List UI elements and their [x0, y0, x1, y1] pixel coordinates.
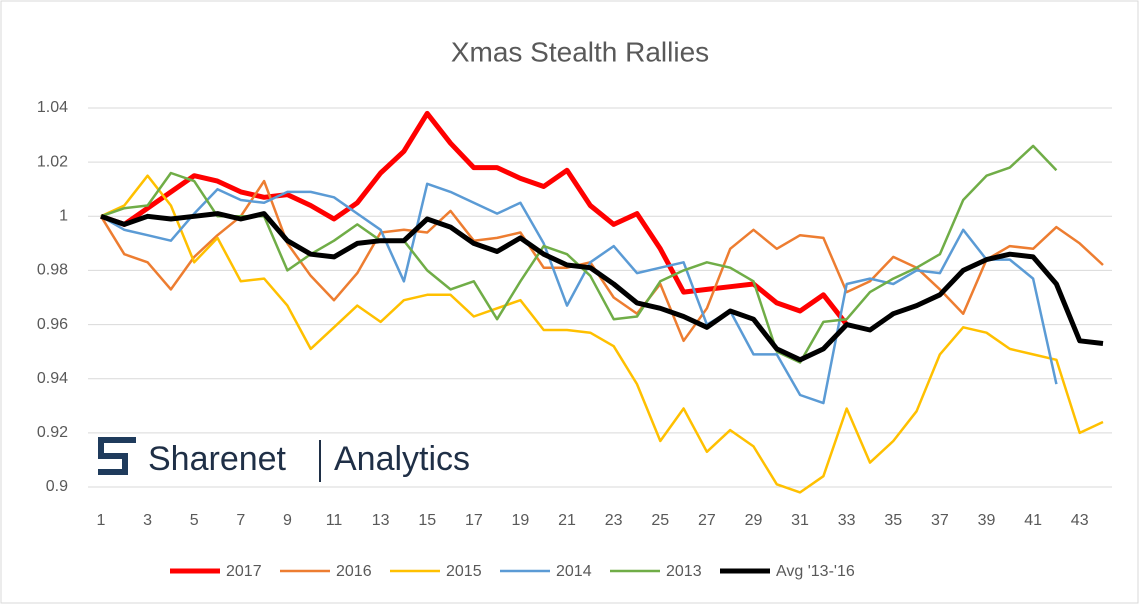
x-tick-label: 33 [838, 512, 856, 529]
x-tick-label: 15 [418, 512, 436, 529]
x-tick-label: 13 [372, 512, 390, 529]
x-tick-label: 23 [605, 512, 623, 529]
legend-label: 2013 [666, 563, 702, 580]
legend: 2017 2016 2015 2014 2013 Avg '13-'16 [170, 563, 855, 580]
x-tick-label: 7 [236, 512, 245, 529]
y-tick-label: 1.04 [37, 99, 68, 116]
series-line [99, 179, 1104, 343]
logo: Sharenet Analytics [98, 437, 470, 482]
x-tick-label: 9 [283, 512, 292, 529]
x-tick-label: 3 [143, 512, 152, 529]
x-tick-label: 35 [884, 512, 902, 529]
x-tick-label: 17 [465, 512, 483, 529]
chart-title: Xmas Stealth Rallies [451, 36, 709, 67]
x-tick-label: 11 [326, 512, 343, 529]
x-tick-label: 21 [558, 512, 576, 529]
y-tick-label: 0.9 [46, 478, 68, 495]
legend-label: 2015 [446, 563, 482, 580]
y-tick-label: 1 [59, 208, 68, 225]
x-tick-label: 43 [1071, 512, 1089, 529]
series-line [100, 110, 849, 327]
x-tick-label: 37 [931, 512, 949, 529]
legend-label: 2016 [336, 563, 372, 580]
x-tick-label: 39 [978, 512, 996, 529]
legend-label: 2014 [556, 563, 592, 580]
logo-name: Sharenet [148, 440, 287, 478]
x-tick-label: 27 [698, 512, 716, 529]
series-line [100, 211, 1104, 363]
logo-icon [98, 437, 136, 475]
x-tick-label: 5 [190, 512, 199, 529]
legend-label: 2017 [226, 563, 262, 580]
series-line [100, 182, 1058, 405]
y-tick-label: 0.96 [37, 316, 68, 333]
x-tick-label: 41 [1024, 512, 1042, 529]
x-tick-label: 19 [512, 512, 530, 529]
y-tick-label: 0.92 [37, 424, 68, 441]
legend-label: Avg '13-'16 [776, 563, 855, 580]
y-tick-label: 1.02 [37, 153, 68, 170]
y-tick-label: 0.98 [37, 262, 68, 279]
x-tick-label: 29 [745, 512, 763, 529]
x-tick-label: 1 [97, 512, 106, 529]
x-tick-label: 31 [791, 512, 809, 529]
series-line [100, 174, 1104, 494]
logo-tagline: Analytics [334, 440, 470, 478]
series-lines [99, 110, 1104, 494]
y-tick-label: 0.94 [37, 370, 68, 387]
x-tick-label: 25 [651, 512, 669, 529]
